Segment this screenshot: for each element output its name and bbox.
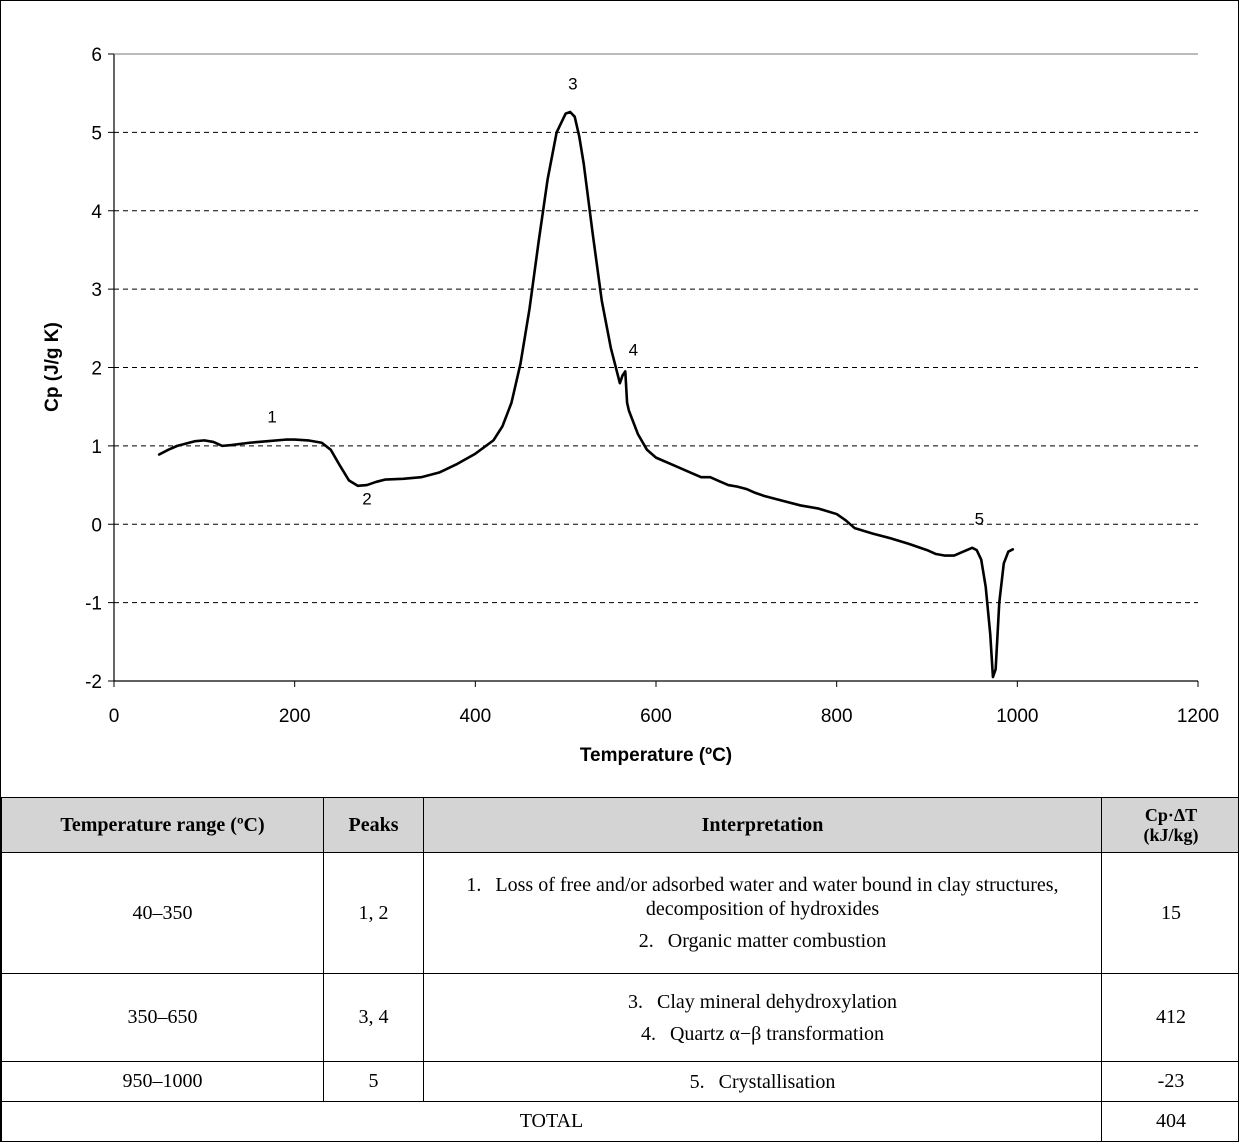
item-text: Quartz α−β transformation: [669, 1022, 885, 1045]
cell-interpretation: 3. Clay mineral dehydroxylation 4. Quartz …: [423, 973, 1102, 1062]
cell-total-label: TOTAL: [1, 1101, 1102, 1141]
cell-cp-value: 15: [1101, 852, 1238, 974]
y-tick-label: 6: [91, 45, 102, 66]
y-tick-label: 5: [91, 123, 102, 144]
data-series: [157, 110, 1015, 679]
table-row: 350–650 3, 4 3. Clay mineral dehydroxylat…: [1, 973, 1238, 1062]
cell-total-value: 404: [1101, 1101, 1238, 1141]
peak-label: 3: [568, 74, 577, 93]
item-number: 2.: [638, 930, 654, 952]
header-cp-delta-t: Cp·ΔT (kJ/kg): [1101, 797, 1238, 853]
y-axis-label: Cp (J/g K): [42, 322, 63, 412]
grid-lines: [114, 53, 1198, 604]
cell-temperature-range: 950–1000: [1, 1061, 324, 1102]
y-tick-label: 2: [91, 359, 102, 380]
x-tick-label: 1000: [996, 706, 1038, 727]
cell-interpretation: 5. Crystallisation: [423, 1061, 1102, 1102]
y-tick-label: -1: [85, 594, 102, 615]
header-temperature-range: Temperature range (ºC): [1, 797, 324, 853]
y-tick-label: 0: [91, 515, 102, 536]
interpretation-item: 1. Loss of free and/or adsorbed water and…: [424, 873, 1101, 921]
y-tick-label: -2: [85, 672, 102, 693]
interpretation-item: 5. Crystallisation: [424, 1070, 1101, 1094]
results-table: Temperature range (ºC) Peaks Interpretat…: [1, 797, 1238, 1141]
table-row: 950–1000 5 5. Crystallisation -23: [1, 1061, 1238, 1102]
cp-temperature-chart: 6 5 4 3 2 1 0 -1 -2 0 200 400 600 800 1000 1200 1 2 3 4 5 T…: [42, 45, 1219, 766]
cell-cp-value: -23: [1101, 1061, 1238, 1102]
header-interpretation: Interpretation: [423, 797, 1102, 853]
item-number: 4.: [640, 1022, 656, 1045]
cell-peaks: 5: [323, 1061, 424, 1102]
cell-peaks: 3, 4: [323, 973, 424, 1062]
series-line: [157, 110, 1015, 679]
x-tick-label: 400: [459, 706, 491, 727]
y-tick-label: 4: [91, 202, 102, 223]
chart-area: 6 5 4 3 2 1 0 -1 -2 0 200 400 600 800 1000 1200 1 2 3 4 5 T…: [1, 1, 1238, 797]
item-number: 5.: [689, 1070, 705, 1093]
y-tick-label: 1: [91, 437, 102, 458]
item-number: 3.: [628, 990, 644, 1013]
x-tick-label: 600: [640, 706, 672, 727]
header-peaks: Peaks: [323, 797, 424, 853]
header-cp-line1: Cp·ΔT: [1144, 805, 1198, 825]
cell-temperature-range: 40–350: [1, 852, 324, 974]
item-text: Clay mineral dehydroxylation: [657, 990, 897, 1013]
x-tick-label: 0: [109, 706, 120, 727]
interpretation-item: 3. Clay mineral dehydroxylation: [424, 990, 1101, 1014]
cell-peaks: 1, 2: [323, 852, 424, 974]
x-tick-label: 800: [821, 706, 853, 727]
cell-cp-value: 412: [1101, 973, 1238, 1062]
peak-label: 4: [629, 341, 638, 360]
header-cp-line2: (kJ/kg): [1143, 825, 1199, 845]
y-tick-label: 3: [91, 280, 102, 301]
x-tick-label: 200: [279, 706, 311, 727]
item-text: Loss of free and/or adsorbed water and w…: [495, 874, 1059, 920]
peak-label: 1: [267, 407, 276, 426]
cell-interpretation: 1. Loss of free and/or adsorbed water and…: [423, 852, 1102, 974]
interpretation-item: 4. Quartz α−β transformation: [424, 1022, 1101, 1046]
item-number: 1.: [466, 874, 482, 896]
axes: 6 5 4 3 2 1 0 -1 -2 0 200 400 600 800 1000 1200: [85, 45, 1219, 727]
x-tick-label: 1200: [1177, 706, 1219, 727]
peak-annotations: 1 2 3 4 5: [267, 74, 984, 528]
item-text: Crystallisation: [718, 1070, 836, 1093]
table-header-row: Temperature range (ºC) Peaks Interpretat…: [1, 797, 1238, 853]
item-text: Organic matter combustion: [667, 930, 887, 952]
table-row: 40–350 1, 2 1. Loss of free and/or adsorb…: [1, 852, 1238, 974]
peak-label: 2: [362, 490, 371, 509]
interpretation-item: 2. Organic matter combustion: [424, 929, 1101, 953]
axis-labels: Temperature (ºC) Cp (J/g K): [42, 322, 732, 766]
x-axis-label: Temperature (ºC): [580, 745, 732, 766]
peak-label: 5: [975, 509, 984, 528]
cell-temperature-range: 350–650: [1, 973, 324, 1062]
table-total-row: TOTAL 404: [1, 1101, 1238, 1141]
